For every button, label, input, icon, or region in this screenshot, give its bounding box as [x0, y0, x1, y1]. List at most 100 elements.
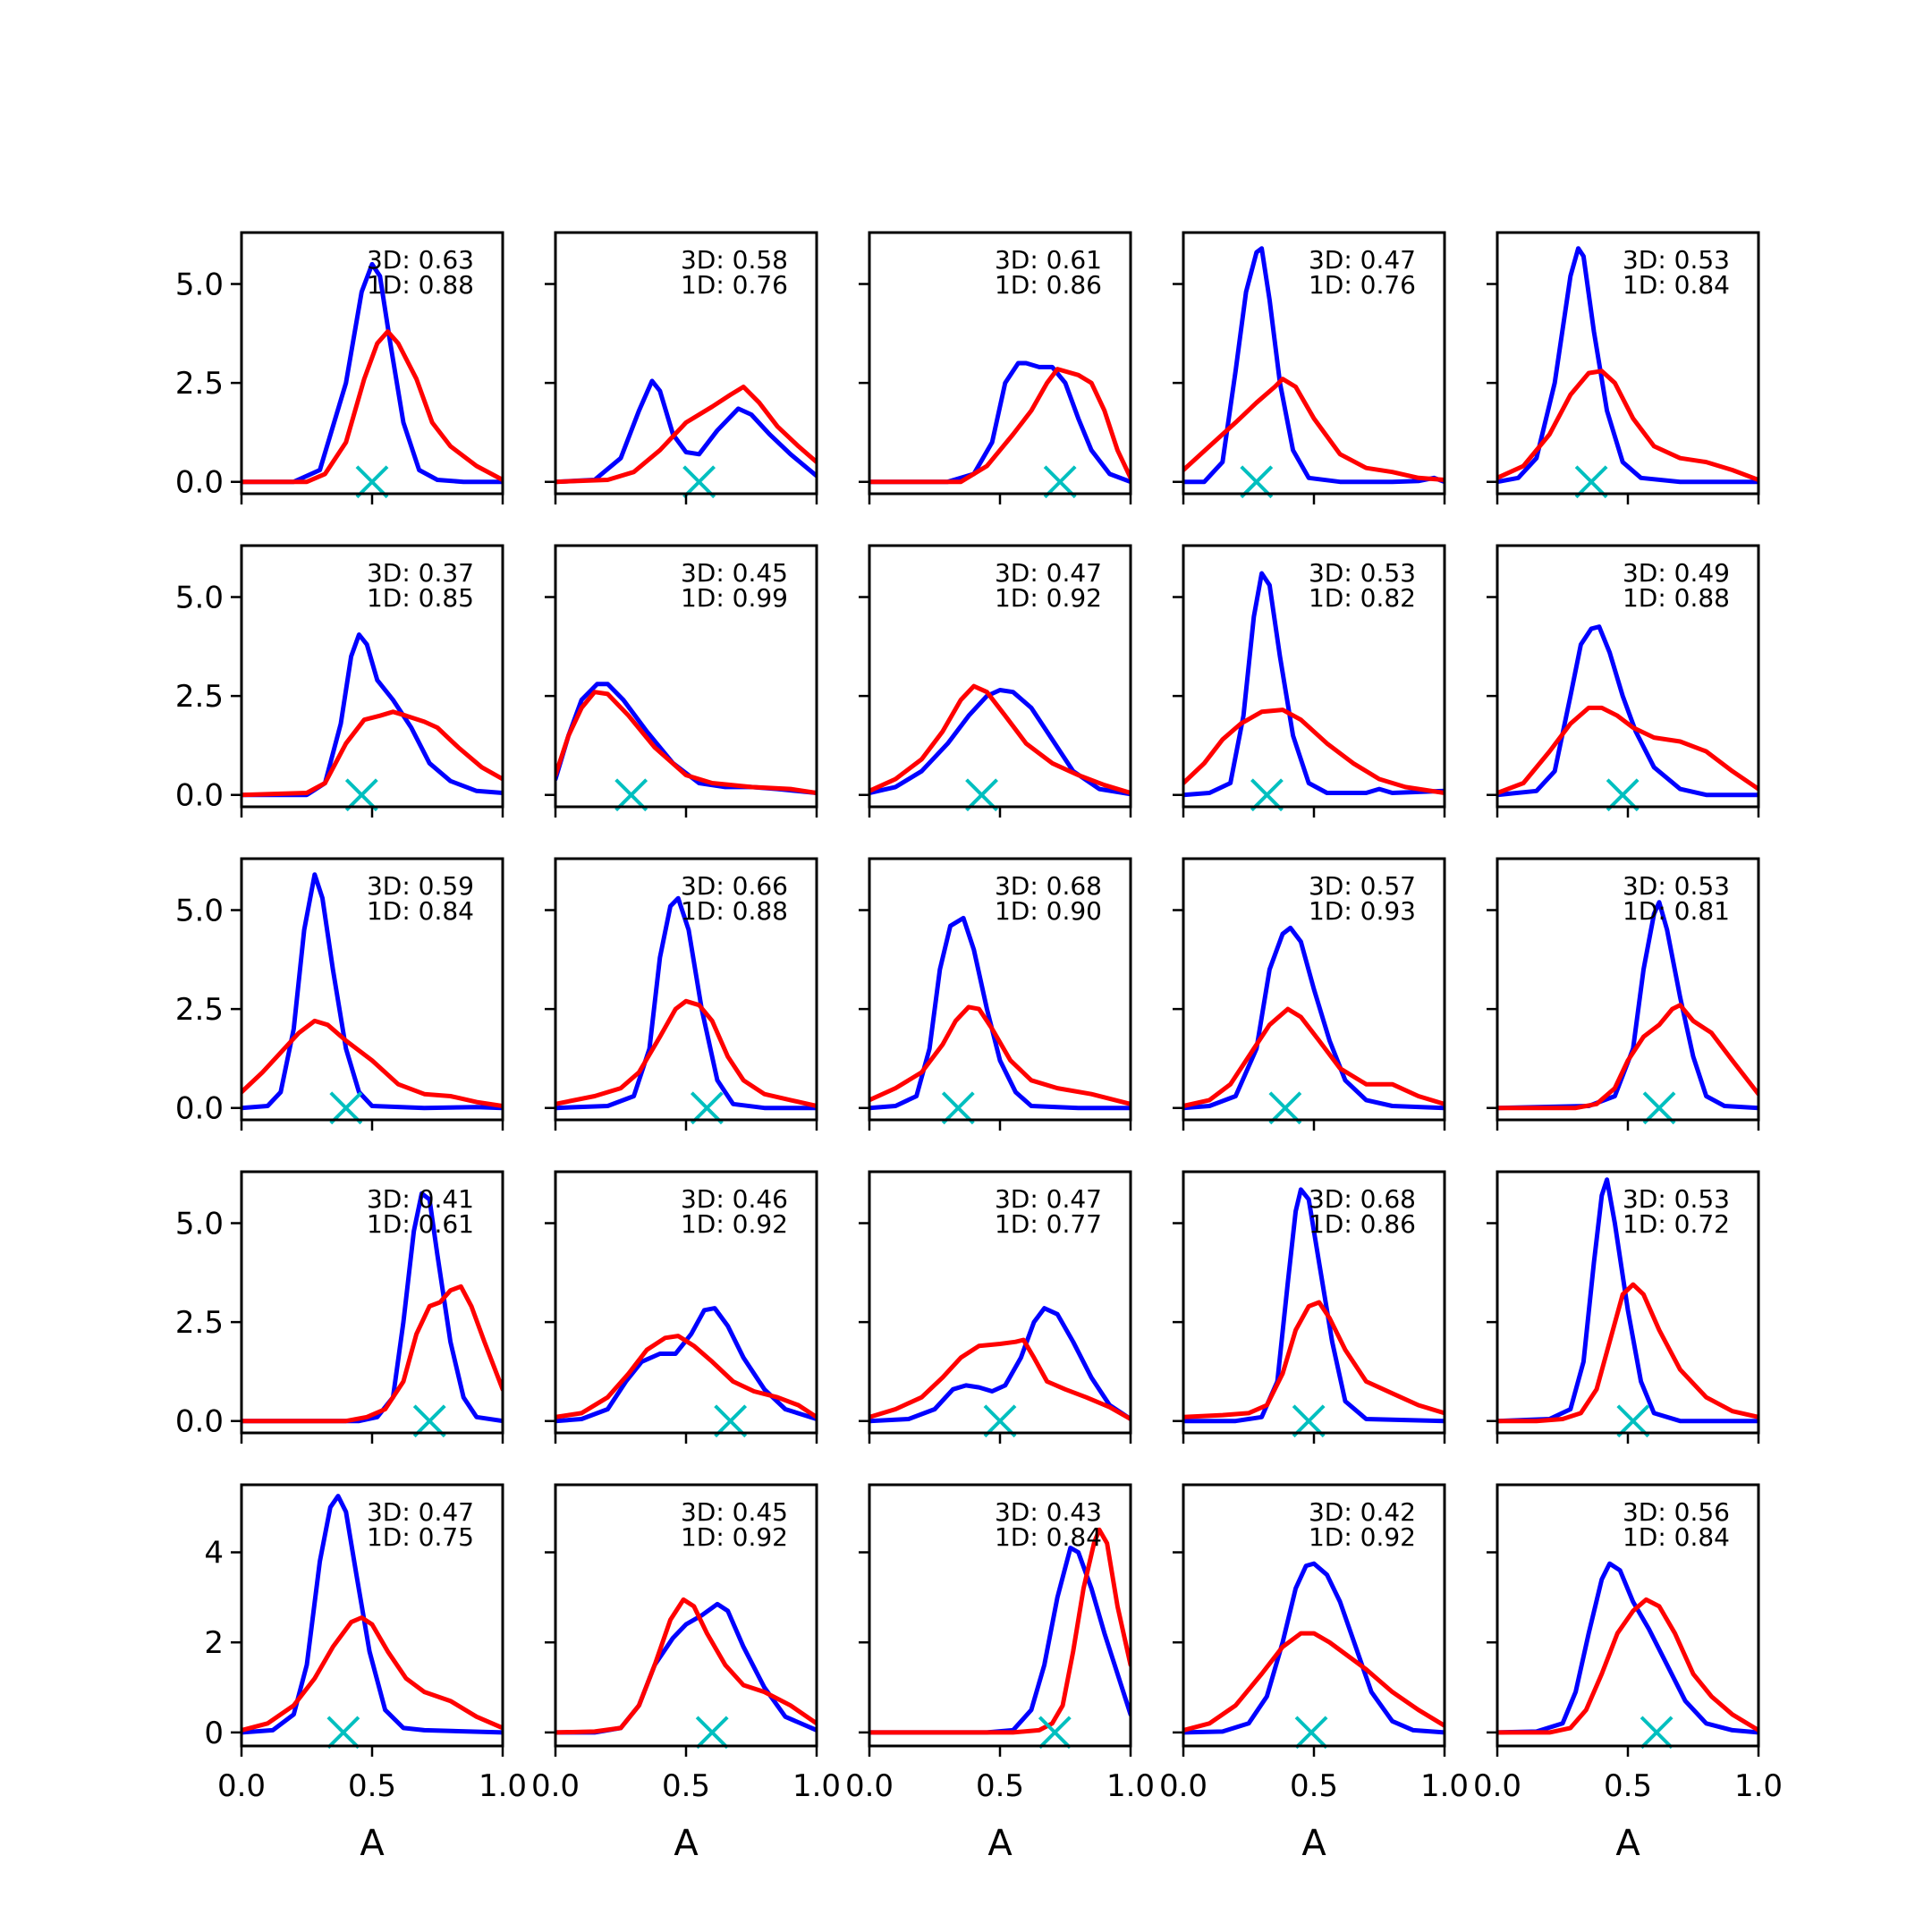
annotation-3d: 3D: 0.58 [681, 245, 788, 275]
x-marker [983, 1404, 1017, 1438]
x-tick-label: 1.0 [1106, 1768, 1155, 1804]
blue-series-line [869, 360, 1131, 485]
x-axis-label: A [1301, 1823, 1326, 1864]
annotation-1d: 1D: 0.90 [995, 896, 1102, 926]
x-marker-stroke [1043, 465, 1077, 499]
x-tick-label: 0.5 [1290, 1768, 1338, 1804]
annotation-1d: 1D: 0.99 [681, 583, 788, 613]
red-series-line [1497, 1282, 1758, 1424]
annotation-1d: 1D: 0.88 [681, 896, 788, 926]
y-tick-label: 5.0 [175, 580, 224, 616]
x-marker-stroke [690, 1091, 724, 1125]
x-marker [1240, 465, 1274, 499]
red-series-line [1497, 1597, 1758, 1735]
x-marker [344, 778, 378, 812]
red-series-line [869, 1527, 1131, 1735]
x-marker-stroke [1268, 1091, 1302, 1125]
annotation-1d: 1D: 0.81 [1623, 896, 1730, 926]
annotation-3d: 3D: 0.53 [1623, 871, 1730, 901]
x-tick-label: 0.0 [845, 1768, 894, 1804]
y-tick-label: 2.5 [175, 366, 224, 402]
panel-curves [1497, 900, 1758, 1111]
x-marker-stroke [355, 465, 389, 499]
annotation-3d: 3D: 0.47 [995, 558, 1102, 588]
annotation-1d: 1D: 0.76 [1309, 270, 1416, 300]
x-marker-stroke [1038, 1716, 1072, 1750]
panel-curves [869, 1527, 1131, 1735]
annotation-3d: 3D: 0.59 [367, 871, 474, 901]
panel-curves [1497, 1561, 1758, 1735]
panel-curves [1183, 1187, 1445, 1424]
blue-series-line [869, 915, 1131, 1111]
annotation-3d: 3D: 0.46 [681, 1184, 788, 1214]
y-tick-label: 5.0 [175, 1207, 224, 1242]
blue-series-line [1497, 624, 1758, 798]
annotation-1d: 1D: 0.86 [995, 270, 1102, 300]
x-marker [1642, 1091, 1676, 1125]
annotation-3d: 3D: 0.53 [1309, 558, 1416, 588]
panel-curves [242, 1191, 503, 1424]
annotation-1d: 1D: 0.88 [1623, 583, 1730, 613]
x-marker [326, 1716, 360, 1750]
annotation-3d: 3D: 0.63 [367, 245, 474, 275]
blue-series-line [1183, 571, 1445, 798]
red-series-line [1183, 708, 1445, 795]
red-series-line [1183, 1300, 1445, 1419]
annotation-3d: 3D: 0.56 [1623, 1497, 1730, 1527]
x-marker-stroke [714, 1404, 748, 1438]
x-marker-stroke [344, 778, 378, 812]
x-axis-label: A [1615, 1823, 1640, 1864]
x-marker-stroke [1292, 1404, 1326, 1438]
blue-series-line [1497, 246, 1758, 485]
blue-series-line [1497, 1177, 1758, 1424]
annotation-3d: 3D: 0.47 [995, 1184, 1102, 1214]
annotation-1d: 1D: 0.92 [995, 583, 1102, 613]
x-tick-label: 0.0 [531, 1768, 580, 1804]
y-tick-label: 0.0 [175, 1404, 224, 1440]
panel-curves [869, 683, 1131, 797]
x-marker-stroke [326, 1716, 360, 1750]
panel-curves [242, 872, 503, 1111]
panel-curves [1183, 1561, 1445, 1735]
x-marker [1038, 1716, 1072, 1750]
blue-series-line [555, 1306, 817, 1424]
panel-curves [869, 1306, 1131, 1424]
annotation-1d: 1D: 0.84 [995, 1522, 1102, 1552]
x-axis-label: A [360, 1823, 385, 1864]
annotation-3d: 3D: 0.37 [367, 558, 474, 588]
x-marker-stroke [965, 778, 998, 812]
panel-curves [1183, 246, 1445, 485]
annotation-1d: 1D: 0.85 [367, 583, 474, 613]
panel-curves [1497, 246, 1758, 485]
x-tick-label: 1.0 [479, 1768, 527, 1804]
x-marker-stroke [1606, 778, 1640, 812]
y-tick-label: 0.0 [175, 778, 224, 814]
red-series-line [1183, 1006, 1445, 1108]
annotation-1d: 1D: 0.61 [367, 1209, 474, 1239]
x-tick-label: 0.0 [1159, 1768, 1208, 1804]
annotation-3d: 3D: 0.45 [681, 558, 788, 588]
blue-series-line [1183, 246, 1445, 485]
red-series-line [555, 385, 817, 485]
x-marker [412, 1404, 446, 1438]
panel-curves [1497, 1177, 1758, 1424]
annotation-3d: 3D: 0.68 [1309, 1184, 1416, 1214]
x-marker-stroke [1250, 778, 1284, 812]
x-marker [690, 1091, 724, 1125]
y-tick-label: 5.0 [175, 894, 224, 929]
y-tick-label: 5.0 [175, 267, 224, 303]
x-marker [682, 465, 716, 499]
annotation-3d: 3D: 0.49 [1623, 558, 1730, 588]
